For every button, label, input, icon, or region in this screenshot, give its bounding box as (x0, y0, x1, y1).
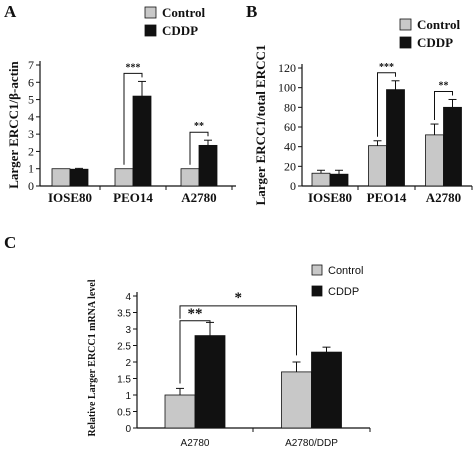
y-tick-label: 3 (28, 127, 34, 141)
bar-cddp (198, 144, 218, 187)
legend-label: CDDP (162, 23, 198, 38)
category-label: A2780 (426, 190, 461, 205)
y-tick-label: 40 (284, 140, 296, 154)
y-tick-label: 1 (28, 162, 34, 176)
bar-control (368, 145, 387, 187)
y-tick-label: 1 (125, 391, 131, 402)
y-tick-label: 5 (28, 93, 34, 107)
significance-bracket (179, 320, 211, 384)
legend-label: CDDP (417, 35, 453, 50)
y-tick-label: 0 (290, 179, 296, 193)
significance-label: *** (379, 62, 394, 73)
legend-swatch-cddp (144, 24, 157, 37)
bar-cddp (443, 106, 462, 187)
legend-swatch-control (144, 6, 157, 19)
y-axis-label: Larger ERCC1/β-actin (6, 60, 21, 188)
bar-cddp (69, 168, 89, 187)
significance-bracket (123, 72, 143, 165)
y-axis-label: Larger ERCC1/total ERCC1 (253, 45, 268, 206)
y-tick-label: 2 (28, 144, 34, 158)
bar-cddp (132, 95, 152, 187)
bar-control (164, 394, 196, 429)
category-label: PEO14 (367, 190, 407, 205)
legend-label: Control (417, 17, 460, 32)
y-tick-label: 0.5 (117, 408, 131, 419)
bar-cddp (329, 173, 349, 187)
significance-bracket (377, 72, 396, 137)
significance-bracket (179, 305, 297, 356)
y-tick-label: 4 (28, 110, 34, 124)
panel-c: C 0 0.5 1 1.5 2 2.5 3 3.5 4 Relative Larger ERCC1… (4, 233, 371, 449)
category-label: A2780/DDP (285, 438, 338, 449)
y-tick-label: 100 (278, 81, 296, 95)
y-axis-label: Relative Larger ERCC1 mRNA level (87, 279, 98, 436)
y-tick-label: 0 (28, 179, 34, 193)
bar-control (114, 168, 134, 187)
bar-cddp (194, 335, 226, 429)
panel-letter-b: B (246, 2, 257, 21)
bar-control (281, 371, 312, 429)
y-tick-label: 3.5 (117, 309, 131, 320)
bar-control (180, 168, 200, 187)
y-tick-label: 20 (284, 159, 296, 173)
legend-label: Control (328, 265, 363, 277)
significance-label: ** (188, 306, 203, 322)
y-tick-label: 2.5 (117, 342, 131, 353)
panel-letter-c: C (4, 233, 16, 252)
significance-bracket (434, 90, 453, 121)
legend-swatch-control (311, 264, 323, 276)
legend-swatch-cddp (399, 36, 412, 49)
legend-label: Control (162, 5, 205, 20)
bar-control (425, 134, 444, 187)
category-label: A2780 (181, 190, 216, 205)
bar-control (311, 172, 331, 187)
panel-a: A 0 1 2 3 4 5 6 7 Larger ERCC1/β-actin IOSE80 PEO1… (4, 2, 236, 205)
y-tick-label: 6 (28, 75, 34, 89)
category-label: PEO14 (113, 190, 153, 205)
bar-control (51, 168, 71, 187)
y-tick-label: 4 (125, 292, 131, 303)
significance-label: * (235, 290, 243, 306)
category-label: IOSE80 (308, 190, 352, 205)
bar-cddp (311, 351, 342, 429)
y-tick-label: 1.5 (117, 375, 131, 386)
legend-swatch-cddp (311, 285, 323, 297)
legend-swatch-control (399, 18, 412, 31)
significance-bracket (189, 131, 209, 165)
y-tick-label: 60 (284, 120, 296, 134)
y-tick-label: 120 (278, 61, 296, 75)
y-tick-label: 80 (284, 100, 296, 114)
bar-cddp (386, 89, 405, 187)
y-tick-label: 7 (28, 58, 34, 72)
significance-label: ** (194, 121, 204, 132)
significance-label: ** (439, 80, 449, 91)
panel-letter-a: A (4, 2, 17, 21)
category-label: A2780 (181, 438, 210, 449)
legend-label: CDDP (328, 286, 359, 298)
y-tick-label: 0 (125, 424, 131, 435)
y-tick-label: 2 (125, 358, 131, 369)
y-tick-label: 3 (125, 325, 131, 336)
category-label: IOSE80 (48, 190, 92, 205)
panel-b: B 0 20 40 60 80 100 120 Larger ERCC1/total ERCC… (246, 2, 473, 206)
significance-label: *** (126, 62, 141, 73)
